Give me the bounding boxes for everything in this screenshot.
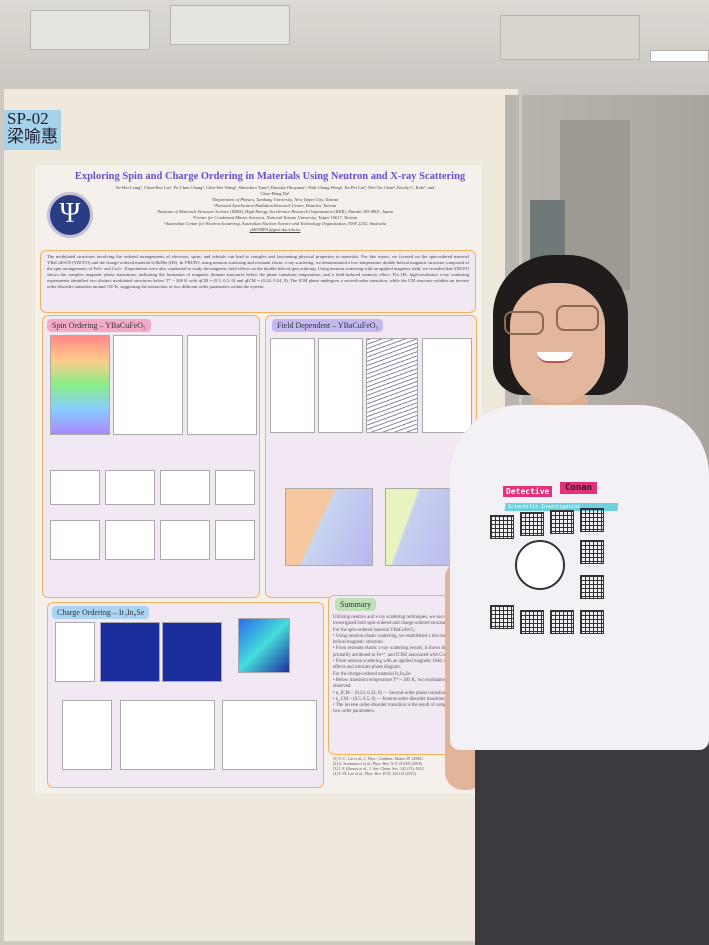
summary-line: • Below transition temperature T* ~ 203 … [333, 677, 474, 690]
smile [537, 352, 573, 363]
figure-plot [62, 700, 112, 770]
board-tag: SP-02 梁喻惠 [4, 110, 61, 150]
summary-line: • From neutron scattering with an applie… [333, 659, 482, 671]
reference: [4] S.-H. Lee et al., Phys. Rev. B 92, 2… [333, 771, 416, 776]
shirt-grid-icon [580, 508, 604, 532]
affiliation: ³Institute of Materials Structure Scienc… [157, 209, 393, 214]
shirt-drawing-icon [515, 540, 565, 590]
figure-plot [50, 470, 100, 505]
figure-plot [215, 520, 255, 560]
charge-ordering-header: Charge Ordering – Ir₃In₈Se [52, 606, 150, 619]
psi-icon: Ψ [59, 198, 81, 229]
ceiling-tile [500, 15, 640, 60]
field-dependent-header: Field Dependent – YBaCuFeO₅ [272, 319, 384, 332]
summary-line: For the charge-ordered material Ir₃In₈Se… [333, 671, 412, 677]
diffraction-pattern [162, 622, 222, 682]
face [510, 283, 605, 403]
affiliation: ⁴Center for Condensed Matter Sciences, N… [192, 215, 358, 220]
figure-spectra [50, 335, 110, 435]
summary-line: • From resonant elastic x-ray scattering… [333, 646, 466, 658]
ceiling [0, 0, 709, 95]
shirt-text-detective: Detective [503, 486, 553, 497]
affiliation: ²National Synchrotron Radiation Research… [213, 203, 337, 208]
shirt-grid-icon [490, 605, 514, 629]
shirt-grid-icon [520, 610, 544, 634]
glasses-icon [504, 311, 544, 335]
poster-authors: Yu-Hui Liang¹, Chun-Hao Lai¹, Po-Chun Ch… [110, 185, 440, 233]
shirt-grid-icon [490, 515, 514, 539]
ceiling-tile [30, 10, 150, 50]
affiliation: ¹Department of Physics, Tamkang Universi… [211, 197, 339, 202]
figure-plot [215, 470, 255, 505]
shirt-grid-icon [580, 575, 604, 599]
reference: [1] Y.-C. Lai et al., J. Phys.: Condens.… [333, 756, 424, 761]
shirt-text-conan: Conan [560, 482, 598, 494]
shirt-grid-icon [580, 540, 604, 564]
figure-plot [50, 520, 100, 560]
summary-header: Summary [335, 598, 377, 611]
summary-text: Utilizing neutron and x-ray scattering t… [333, 615, 483, 716]
figure-plot [160, 470, 210, 505]
university-logo: Ψ [47, 192, 93, 238]
ceiling-tile [170, 5, 290, 45]
summary-line: • q_ICM ~ (0.24, 0.24, 0) — Second-order… [333, 690, 447, 696]
figure-plot [270, 338, 315, 433]
figure-plot [187, 335, 257, 435]
affiliation: ⁵Australian Center for Neutron Scatterin… [163, 221, 387, 226]
reference: [2] A. Scaramucci et al., Phys. Rev. X 8… [333, 761, 423, 766]
pants [475, 725, 709, 945]
board-code: SP-02 [7, 109, 49, 128]
glasses-icon [556, 305, 599, 331]
figure-plot [105, 520, 155, 560]
abstract-box: The modulated structures involving the o… [40, 250, 476, 313]
figure-plot [120, 700, 215, 770]
figure-plot [55, 622, 95, 682]
email: yhl050891@gms.tku.edu.tw [249, 227, 301, 232]
diffraction-pattern [100, 622, 160, 682]
figure-plot [222, 700, 317, 770]
spin-ordering-header: Spin Ordering – YBaCuFeO₅ [47, 319, 151, 332]
summary-line: • Using neutron elastic scattering, we e… [333, 633, 480, 646]
shirt-grid-icon [550, 610, 574, 634]
summary-line: Utilizing neutron and x-ray scattering t… [333, 615, 460, 627]
summary-line: • The inverse order-disorder transition … [333, 703, 476, 715]
figure-plot [318, 338, 363, 433]
summary-line: For the spin-ordered material YBaCuFeO₅: [333, 627, 416, 633]
references: [1] Y.-C. Lai et al., J. Phys.: Condens.… [333, 756, 483, 776]
shirt-grid-icon [580, 610, 604, 634]
t-shirt [450, 405, 709, 750]
poster-title: Exploring Spin and Charge Ordering in Ma… [74, 171, 466, 182]
figure-plot [105, 470, 155, 505]
figure-plot [422, 338, 472, 433]
figure-plot [160, 520, 210, 560]
figure-plot [366, 338, 418, 433]
shirt-grid-icon [550, 510, 574, 534]
board-name: 梁喻惠 [7, 127, 58, 146]
shirt-grid-icon [520, 512, 544, 536]
diffraction-map [238, 618, 290, 673]
phase-diagram [285, 488, 373, 566]
reference: [3] J. F. Khoury et al., J. Am. Chem. So… [333, 766, 424, 771]
figure-plot [113, 335, 183, 435]
author-list: Yu-Hui Liang¹, Chun-Hao Lai¹, Po-Chun Ch… [115, 185, 435, 196]
ceiling-light [650, 50, 709, 62]
summary-line: • q_CM ~ (0.5, 0.5, 0) — Inverse order-d… [333, 696, 445, 702]
